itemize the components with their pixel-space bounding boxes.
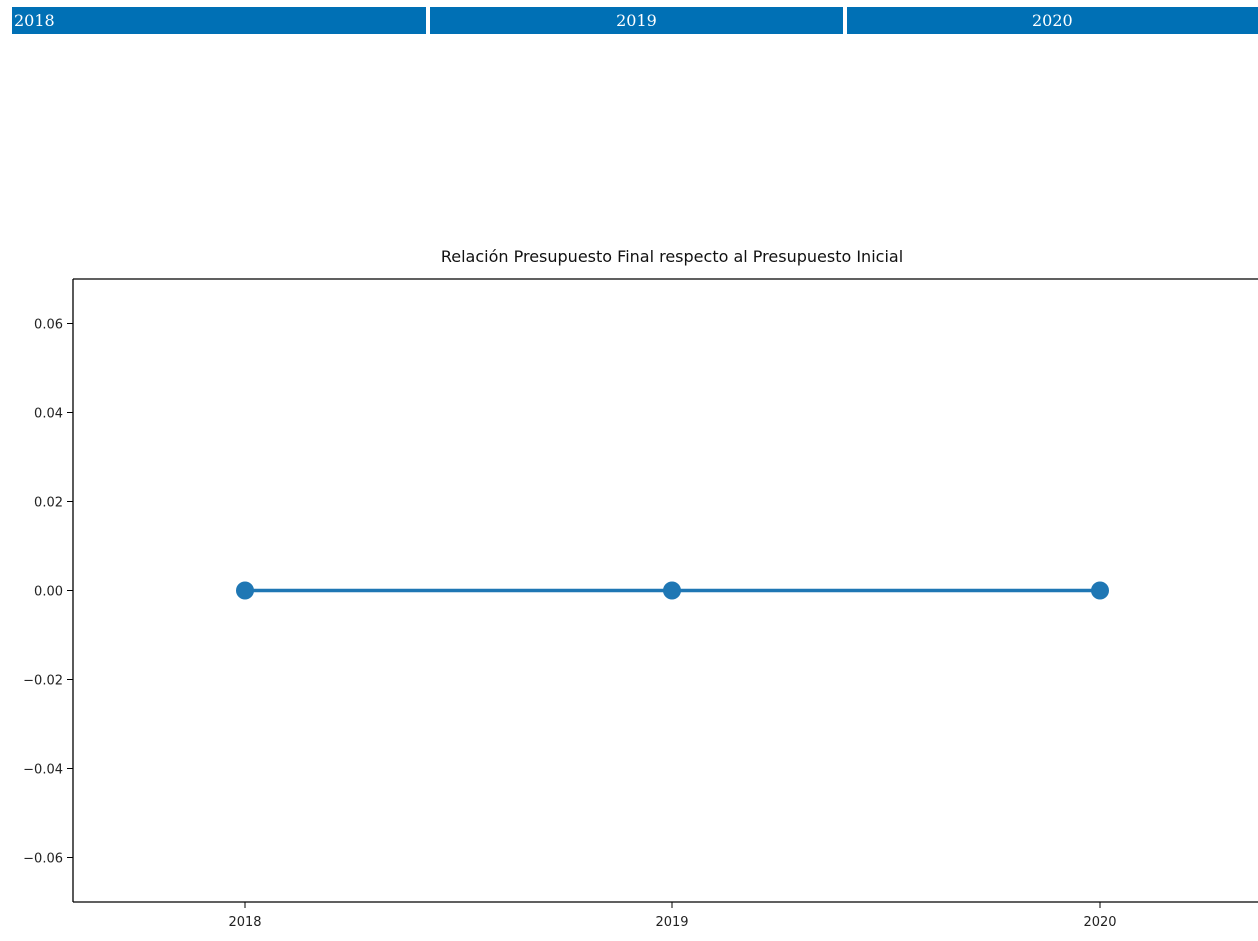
y-tick-label: 0.04 bbox=[34, 407, 63, 422]
data-point bbox=[236, 581, 254, 600]
year-header-cell-2020: 2020 bbox=[846, 7, 1258, 34]
x-tick-label: 2018 bbox=[228, 915, 261, 930]
y-tick-label: −0.06 bbox=[23, 852, 63, 867]
year-header-cell-2019: 2019 bbox=[430, 7, 843, 34]
y-tick-label: −0.02 bbox=[23, 674, 63, 689]
y-tick-label: −0.04 bbox=[23, 763, 63, 778]
x-tick-label: 2019 bbox=[655, 915, 688, 930]
data-point bbox=[1091, 581, 1109, 600]
y-tick-label: 0.06 bbox=[34, 318, 63, 333]
year-header-cell-2018: 2018 bbox=[12, 7, 427, 34]
y-tick-label: 0.02 bbox=[34, 496, 63, 511]
chart-title: Relación Presupuesto Final respecto al P… bbox=[441, 247, 903, 266]
y-tick-label: 0.00 bbox=[34, 585, 63, 600]
plot-area: 0.06 0.04 0.02 0.00 −0.02 −0.04 −0.06 2018 2019 2… bbox=[23, 278, 1258, 930]
data-point bbox=[663, 581, 681, 600]
x-tick-label: 2020 bbox=[1083, 915, 1116, 930]
year-header-row: 2018 2019 2020 bbox=[12, 7, 1258, 34]
